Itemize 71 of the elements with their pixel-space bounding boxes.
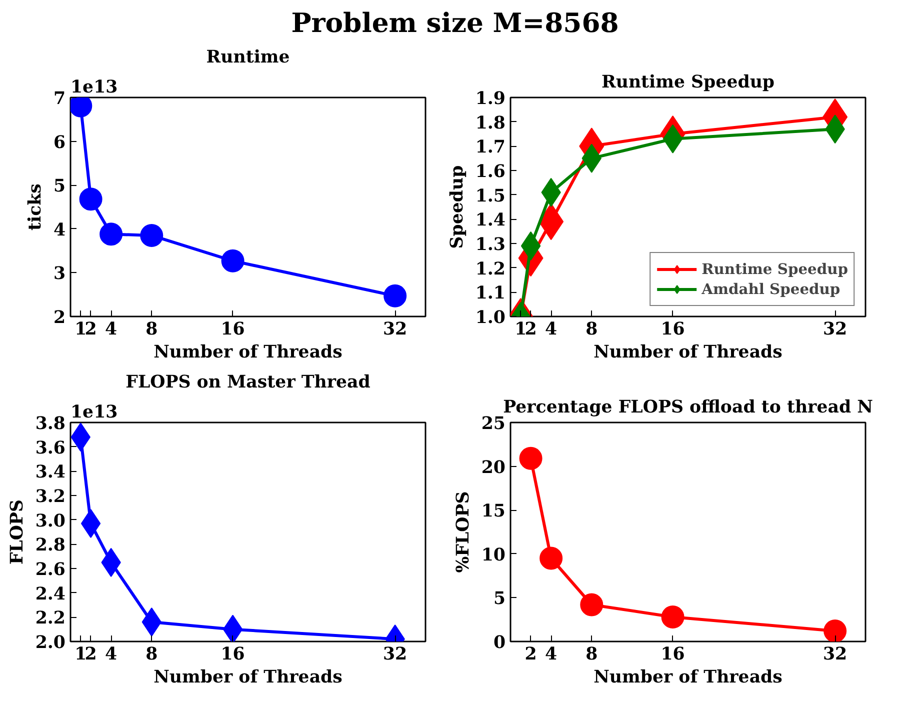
y-tick-label: 1.8: [475, 113, 506, 134]
y-tick-label: 1.5: [475, 186, 506, 206]
x-tick-label: 2: [84, 644, 97, 664]
x-tick-label: 16: [660, 644, 685, 664]
y-tick-label: 3: [53, 264, 66, 284]
chart-title: Percentage FLOPS offload to thread N: [503, 398, 874, 418]
y-tick-label: 5: [493, 589, 506, 610]
chart-title: Runtime Speedup: [601, 72, 775, 92]
x-tick-label: 16: [220, 320, 245, 340]
y-tick-label: 1.1: [475, 284, 506, 304]
y-axis-title: Speedup: [447, 165, 468, 249]
chart-title: Runtime: [206, 48, 290, 68]
text: 1e13: [70, 78, 118, 98]
x-axis-title: Number of Threads: [154, 668, 343, 688]
y-tick-label: 1.0: [475, 308, 506, 328]
x-tick-label: 2: [524, 644, 537, 664]
x-tick-label: 1: [74, 320, 87, 340]
y-tick-label: 1.2: [475, 259, 506, 280]
x-tick-label: 1: [74, 644, 87, 664]
x-tick-label: 16: [220, 644, 245, 664]
y-tick-label: 2.8: [35, 536, 66, 556]
y-tick-label: 2.0: [35, 633, 66, 653]
x-tick-label: 1: [514, 320, 527, 340]
y-tick-label: 25: [481, 414, 506, 434]
x-tick-label: 2: [84, 320, 97, 340]
x-tick-label: 8: [586, 320, 598, 340]
y-axis-title: %FLOPS: [453, 491, 474, 573]
x-axis-title: Number of Threads: [154, 342, 343, 362]
x-tick-label: 8: [586, 644, 598, 664]
y-tick-label: 15: [481, 502, 506, 522]
y-tick-label: 6: [53, 132, 66, 153]
x-axis-title: Number of Threads: [594, 668, 783, 688]
x-tick-label: 4: [105, 320, 118, 340]
x-tick-label: 32: [823, 320, 848, 340]
x-tick-label: 8: [146, 320, 158, 340]
y-tick-label: 2.4: [35, 584, 66, 604]
annotation: 1e13: [70, 402, 118, 422]
y-tick-label: 3.8: [35, 414, 66, 434]
x-axis-title: Number of Threads: [594, 342, 783, 362]
y-tick-label: 2.2: [35, 608, 66, 629]
y-tick-label: 4: [53, 220, 66, 240]
x-tick-label: 4: [545, 644, 558, 664]
x-tick-label: 2: [524, 320, 537, 340]
y-axis-title: FLOPS: [7, 499, 28, 565]
y-tick-label: 1.3: [475, 235, 506, 255]
x-tick-label: 4: [545, 320, 558, 340]
y-tick-label: 5: [53, 176, 66, 197]
y-tick-label: 3.4: [35, 462, 66, 483]
legend-label: Amdahl Speedup: [702, 280, 840, 298]
y-tick-label: 2.6: [35, 560, 66, 580]
x-tick-label: 4: [105, 644, 118, 664]
y-axis-title: ticks: [25, 183, 46, 230]
x-tick-label: 16: [660, 320, 685, 340]
chart-subtitle: Problem size M=8568: [291, 7, 619, 41]
y-tick-label: 3.6: [35, 438, 66, 458]
y-tick-label: 3.2: [35, 487, 66, 507]
chart-title: FLOPS on Master Thread: [126, 372, 370, 392]
y-tick-label: 20: [481, 458, 506, 478]
x-tick-label: 32: [823, 644, 848, 664]
y-tick-label: 1.4: [475, 210, 506, 231]
y-tick-label: 7: [53, 89, 66, 109]
y-tick-label: 0: [493, 633, 506, 653]
legend-label: Runtime Speedup: [702, 260, 848, 278]
x-tick-label: 8: [146, 644, 158, 664]
y-tick-label: 1.7: [475, 138, 506, 158]
x-tick-label: 32: [383, 644, 408, 664]
y-tick-label: 1.6: [475, 162, 506, 182]
x-tick-label: 32: [383, 320, 408, 340]
y-tick-label: 1.9: [475, 89, 506, 109]
y-tick-label: 3.0: [35, 511, 66, 532]
y-tick-label: 10: [481, 545, 506, 566]
